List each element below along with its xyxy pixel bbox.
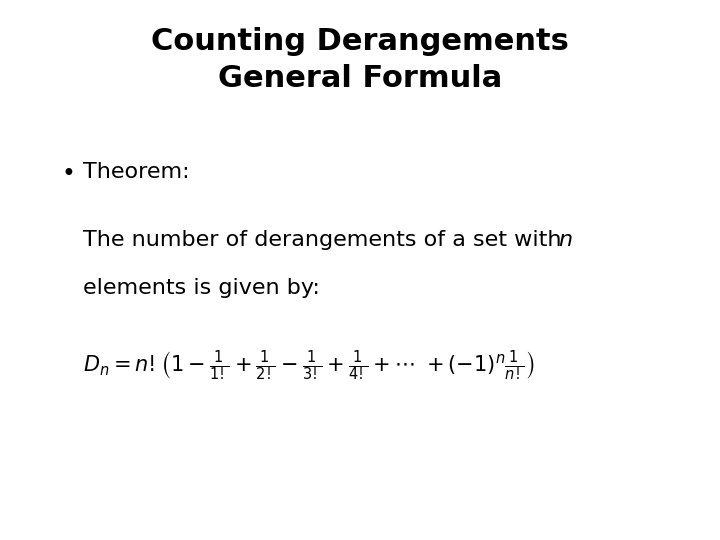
Text: elements is given by:: elements is given by: — [83, 278, 320, 298]
Text: The number of derangements of a set with: The number of derangements of a set with — [83, 230, 562, 249]
Text: n: n — [558, 230, 572, 249]
Text: •: • — [61, 162, 75, 186]
Text: $\mathit{D}_{\mathit{n}} = \mathit{n}!\left(1-\frac{1}{1!}+\frac{1}{2!}-\frac{1}: $\mathit{D}_{\mathit{n}} = \mathit{n}!\l… — [83, 348, 534, 383]
Text: Theorem:: Theorem: — [83, 162, 189, 182]
Text: Counting Derangements
General Formula: Counting Derangements General Formula — [151, 27, 569, 93]
